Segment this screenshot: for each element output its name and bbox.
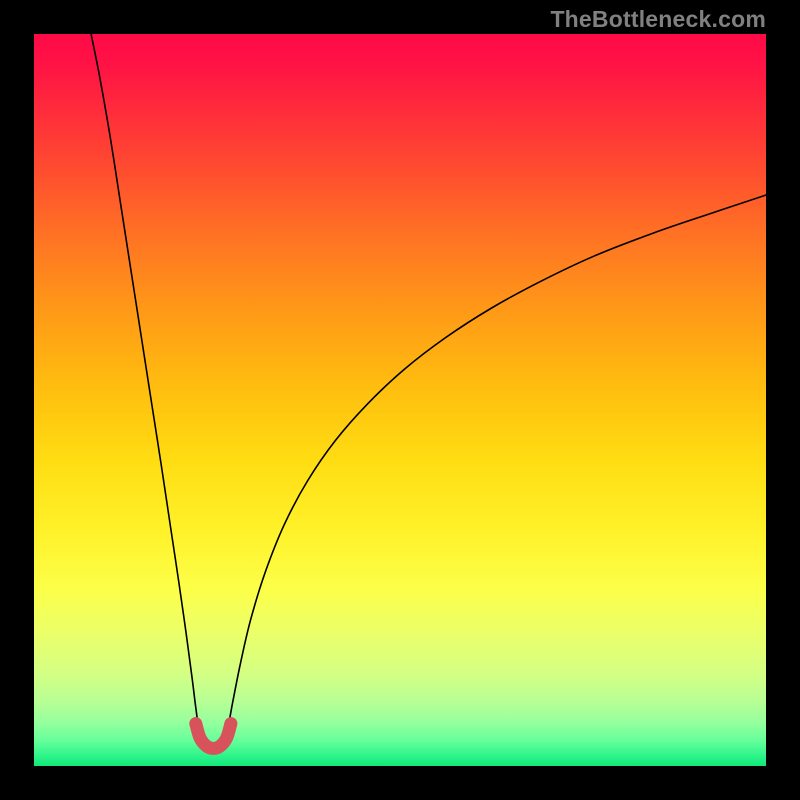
watermark-text: TheBottleneck.com xyxy=(550,6,766,33)
bottleneck-chart-svg xyxy=(34,34,766,766)
chart-frame: TheBottleneck.com xyxy=(0,0,800,800)
plot-area xyxy=(34,34,766,766)
gradient-background xyxy=(34,34,766,766)
